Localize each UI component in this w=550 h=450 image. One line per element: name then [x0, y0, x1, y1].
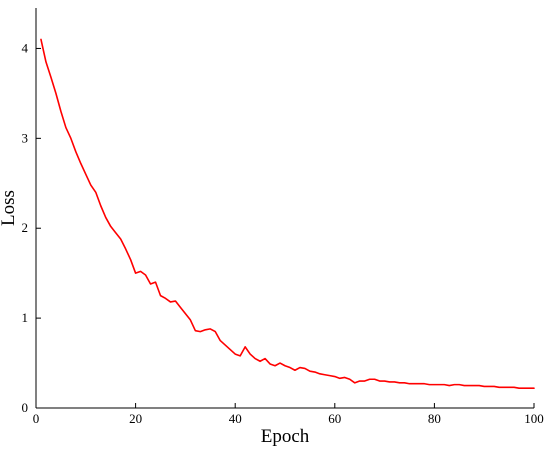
y-tick-label: 0	[22, 400, 29, 415]
y-tick-label: 3	[22, 130, 29, 145]
x-tick-label: 80	[428, 411, 441, 426]
loss-series-line	[40, 38, 535, 390]
x-tick-label: 20	[129, 411, 142, 426]
y-axis-title: Loss	[0, 190, 19, 226]
y-tick-label: 2	[22, 220, 29, 235]
series-group	[40, 38, 535, 390]
x-tick-label: 40	[229, 411, 242, 426]
axis-ticks: 0 20 40 60 80 100 0 1 2 3 4	[22, 40, 544, 426]
x-tick-label: 0	[33, 411, 40, 426]
x-axis-title: Epoch	[261, 426, 310, 447]
y-tick-label: 1	[22, 310, 29, 325]
x-tick-label: 60	[328, 411, 341, 426]
y-tick-label: 4	[22, 40, 29, 55]
x-tick-label: 100	[524, 411, 544, 426]
